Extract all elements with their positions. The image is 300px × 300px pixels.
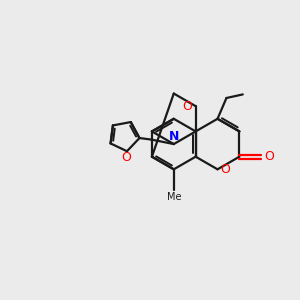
Text: O: O [264,150,274,163]
Text: O: O [220,163,230,176]
Text: Me: Me [167,192,181,202]
Text: O: O [122,151,131,164]
Text: O: O [182,100,192,113]
Text: N: N [169,130,179,143]
